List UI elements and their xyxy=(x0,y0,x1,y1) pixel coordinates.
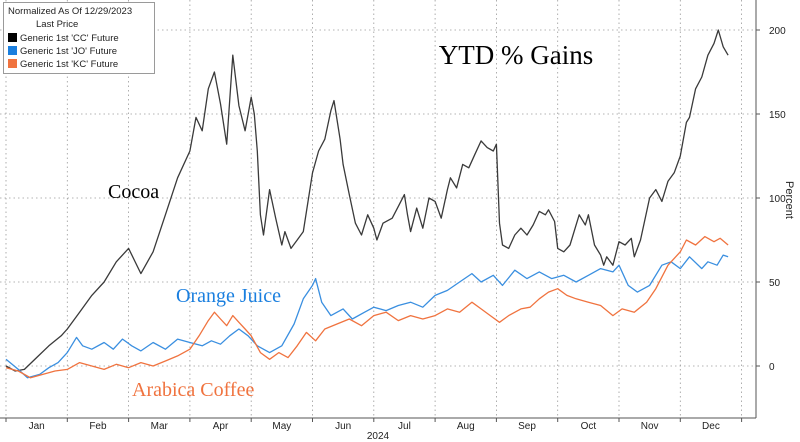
series-line-cocoa xyxy=(5,29,729,372)
y-tick-label: 150 xyxy=(769,110,786,121)
x-tick-label-sep: Sep xyxy=(518,421,536,432)
series-layer xyxy=(5,29,729,379)
x-tick-label-aug: Aug xyxy=(457,421,475,432)
series-label-arabica-coffee: Arabica Coffee xyxy=(132,379,254,401)
legend-swatch-orange-juice xyxy=(8,46,17,55)
legend-swatch-cocoa xyxy=(8,33,17,42)
x-tick-label-oct: Oct xyxy=(581,421,597,432)
y-tick-label: 200 xyxy=(769,26,786,37)
x-tick-label-nov: Nov xyxy=(641,421,659,432)
y-tick-label: 0 xyxy=(769,362,775,373)
series-line-arabica-coffee xyxy=(5,235,729,379)
x-tick-label-jul: Jul xyxy=(398,421,411,432)
series-label-cocoa: Cocoa xyxy=(108,181,159,203)
legend-entry-arabica-coffee: Generic 1st 'KC' Future xyxy=(8,58,118,71)
series-line-orange-juice xyxy=(5,254,729,379)
x-tick-label-jun: Jun xyxy=(335,421,351,432)
axes: 0 50 100 150 200 Jan Feb Mar Apr May Jun Jul Aug Sep O… xyxy=(0,0,786,432)
y-tick-label: 50 xyxy=(769,278,781,289)
x-tick-label-jan: Jan xyxy=(29,421,45,432)
legend-entry-orange-juice: Generic 1st 'JO' Future xyxy=(8,45,117,58)
x-tick-label-apr: Apr xyxy=(213,421,229,432)
x-axis-label: 2024 xyxy=(367,431,390,442)
legend-label-orange-juice: Generic 1st 'JO' Future xyxy=(20,46,118,57)
legend-label-cocoa: Generic 1st 'CC' Future xyxy=(20,33,119,44)
y-axis-label: Percent xyxy=(783,181,795,219)
x-tick-label-mar: Mar xyxy=(151,421,169,432)
y-tick-label: 100 xyxy=(769,194,786,205)
legend-entry-cocoa: Generic 1st 'CC' Future xyxy=(8,32,119,45)
legend-subtitle: Normalized As Of 12/29/2023 xyxy=(8,6,133,17)
legend-swatch-arabica-coffee xyxy=(8,59,17,68)
x-tick-label-may: May xyxy=(272,421,291,432)
legend-label-arabica-coffee: Generic 1st 'KC' Future xyxy=(20,59,119,70)
chart-title: YTD % Gains xyxy=(439,40,593,70)
x-tick-label-feb: Feb xyxy=(89,421,107,432)
legend-title: Last Price xyxy=(36,19,79,30)
legend: Normalized As Of 12/29/2023 Last Price G… xyxy=(3,2,155,74)
x-tick-label-dec: Dec xyxy=(702,421,720,432)
series-label-orange-juice: Orange Juice xyxy=(176,285,281,307)
